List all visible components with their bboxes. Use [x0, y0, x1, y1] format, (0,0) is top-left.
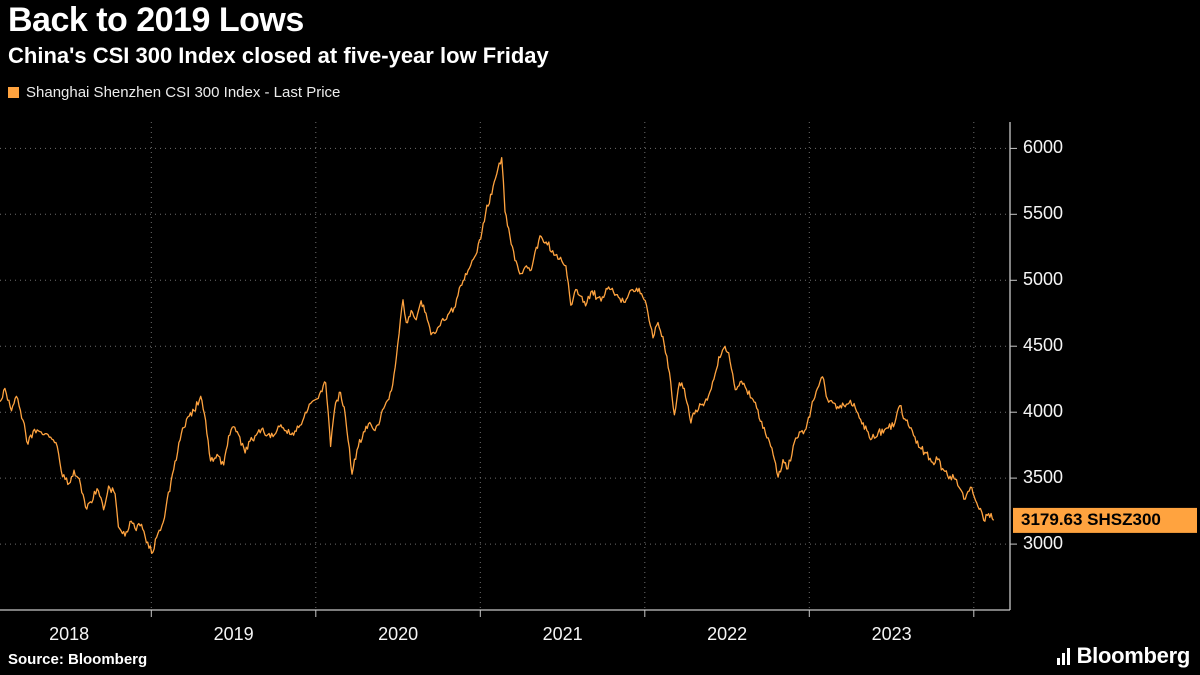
legend-swatch-icon: [8, 86, 19, 98]
svg-text:2022: 2022: [707, 624, 747, 644]
svg-text:5500: 5500: [1023, 203, 1063, 223]
chart-subtitle: China's CSI 300 Index closed at five-yea…: [8, 43, 549, 69]
chart-title: Back to 2019 Lows: [8, 1, 304, 39]
svg-text:2020: 2020: [378, 624, 418, 644]
svg-text:2021: 2021: [543, 624, 583, 644]
svg-text:2023: 2023: [872, 624, 912, 644]
svg-text:4500: 4500: [1023, 335, 1063, 355]
svg-text:2019: 2019: [214, 624, 254, 644]
source-attribution: Source: Bloomberg: [8, 651, 148, 668]
chart-header: Back to 2019 Lows China's CSI 300 Index …: [8, 1, 549, 101]
svg-text:5000: 5000: [1023, 269, 1063, 289]
svg-text:3500: 3500: [1023, 467, 1063, 487]
bloomberg-bars-icon: [1056, 647, 1070, 665]
bloomberg-logo: Bloomberg: [1056, 643, 1191, 669]
bloomberg-wordmark: Bloomberg: [1076, 643, 1191, 668]
chart-legend: Shanghai Shenzhen CSI 300 Index - Last P…: [8, 84, 549, 101]
svg-text:2018: 2018: [49, 624, 89, 644]
svg-text:6000: 6000: [1023, 137, 1063, 157]
svg-text:3179.63 SHSZ300: 3179.63 SHSZ300: [1021, 510, 1161, 529]
legend-label: Shanghai Shenzhen CSI 300 Index - Last P…: [26, 83, 341, 101]
svg-text:3000: 3000: [1023, 533, 1063, 553]
svg-text:4000: 4000: [1023, 401, 1063, 421]
